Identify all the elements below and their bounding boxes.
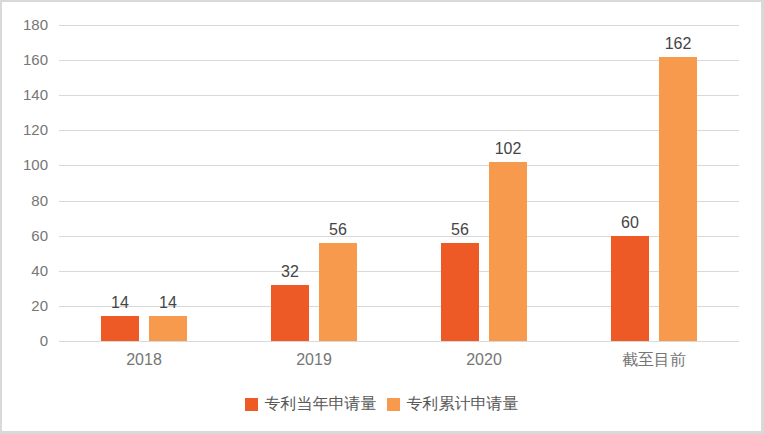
bar-value-label: 162 <box>646 35 710 53</box>
bar-value-label: 56 <box>428 221 492 239</box>
bar-series2 <box>319 243 357 341</box>
gridline <box>59 165 739 166</box>
y-tick-label: 100 <box>2 156 48 174</box>
y-tick-label: 60 <box>2 227 48 245</box>
bar-value-label: 60 <box>598 214 662 232</box>
x-axis-label: 2020 <box>399 351 569 369</box>
y-tick-label: 20 <box>2 297 48 315</box>
bar-value-label: 102 <box>476 140 540 158</box>
gridline <box>59 60 739 61</box>
y-tick-label: 140 <box>2 86 48 104</box>
y-tick-label: 0 <box>2 332 48 350</box>
legend-marker-icon <box>245 398 258 411</box>
bar-series2 <box>659 57 697 341</box>
bar-value-label: 56 <box>306 221 370 239</box>
gridline <box>59 201 739 202</box>
gridline <box>59 25 739 26</box>
y-tick-label: 40 <box>2 262 48 280</box>
legend-label: 专利当年申请量 <box>265 395 377 413</box>
bar-value-label: 14 <box>136 294 200 312</box>
x-axis-label: 2019 <box>229 351 399 369</box>
legend-item-series1: 专利当年申请量 <box>245 395 377 413</box>
gridline <box>59 341 739 342</box>
legend-marker-icon <box>387 398 400 411</box>
bar-series2 <box>489 162 527 341</box>
y-tick-label: 80 <box>2 192 48 210</box>
bar-series1 <box>441 243 479 341</box>
bar-value-label: 32 <box>258 263 322 281</box>
gridline <box>59 130 739 131</box>
x-axis-label: 截至目前 <box>569 351 739 369</box>
x-axis-label: 2018 <box>59 351 229 369</box>
gridline <box>59 95 739 96</box>
legend-item-series2: 专利累计申请量 <box>387 395 519 413</box>
y-tick-label: 180 <box>2 16 48 34</box>
plot-area: 141432565610260162 <box>59 25 739 341</box>
y-tick-label: 160 <box>2 51 48 69</box>
y-tick-label: 120 <box>2 121 48 139</box>
bar-series2 <box>149 316 187 341</box>
bar-series1 <box>271 285 309 341</box>
bar-series1 <box>611 236 649 341</box>
legend: 专利当年申请量 专利累计申请量 <box>2 395 761 413</box>
legend-label: 专利累计申请量 <box>407 395 519 413</box>
bar-series1 <box>101 316 139 341</box>
bar-chart: 141432565610260162 专利当年申请量专利累计申请量 020406… <box>0 0 764 434</box>
